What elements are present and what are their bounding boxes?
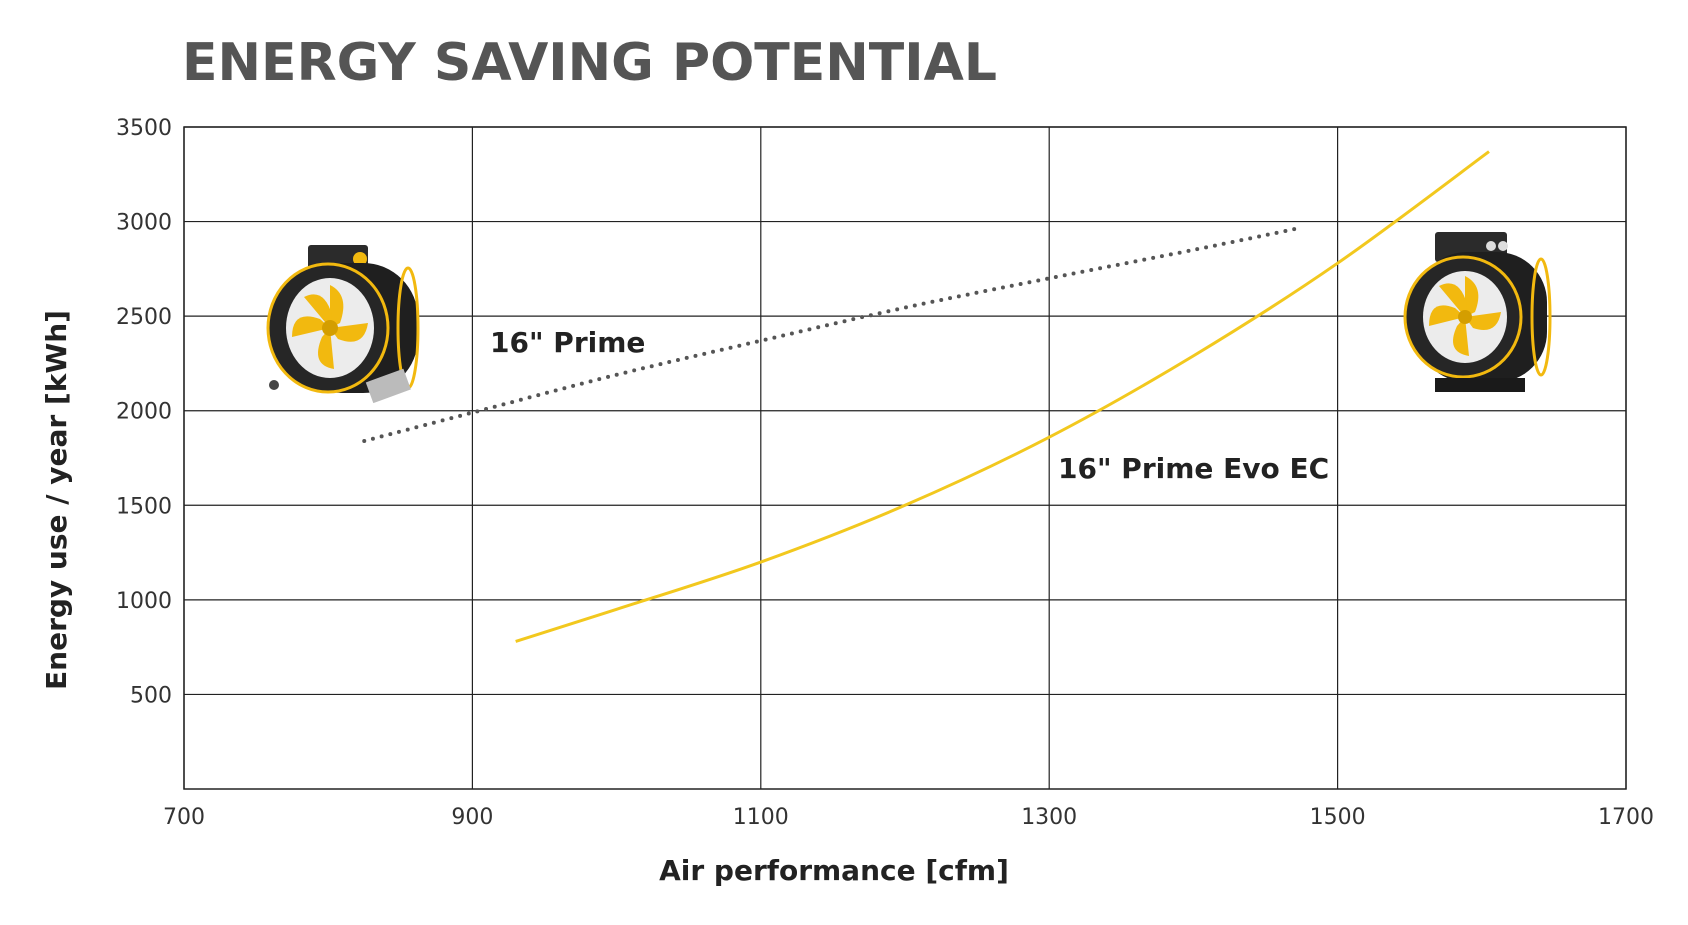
y-tick-label: 1000 bbox=[116, 589, 172, 614]
y-tick-label: 3500 bbox=[116, 116, 172, 141]
y-tick-label: 2500 bbox=[116, 305, 172, 330]
chart-grid bbox=[183, 126, 1627, 790]
x-tick-label: 900 bbox=[451, 805, 493, 830]
x-tick-label: 1500 bbox=[1310, 805, 1366, 830]
tick-labels: 700 900 1100 1300 1500 1700 500 1000 1500 2000 250… bbox=[116, 116, 1654, 830]
x-axis-label: Air performance [cfm] bbox=[659, 854, 1009, 887]
y-tick-label: 500 bbox=[130, 683, 172, 708]
y-tick-label: 1500 bbox=[116, 494, 172, 519]
y-tick-label: 3000 bbox=[116, 211, 172, 236]
series-line-prime-evo-ec bbox=[515, 150, 1490, 643]
inline-fan-ec-icon bbox=[1403, 232, 1552, 392]
series-label-prime-evo-ec: 16" Prime Evo EC bbox=[1058, 452, 1329, 485]
x-tick-label: 1100 bbox=[733, 805, 789, 830]
chart-title: ENERGY SAVING POTENTIAL bbox=[182, 33, 997, 93]
x-tick-label: 700 bbox=[163, 805, 205, 830]
y-axis-label: Energy use / year [kWh] bbox=[40, 310, 73, 690]
plot-frame bbox=[183, 126, 1627, 790]
y-tick-label: 2000 bbox=[116, 400, 172, 425]
x-tick-label: 1700 bbox=[1598, 805, 1654, 830]
x-tick-label: 1300 bbox=[1021, 805, 1077, 830]
inline-fan-icon bbox=[266, 245, 420, 404]
chart-series bbox=[362, 150, 1490, 643]
series-label-prime: 16" Prime bbox=[490, 326, 645, 359]
